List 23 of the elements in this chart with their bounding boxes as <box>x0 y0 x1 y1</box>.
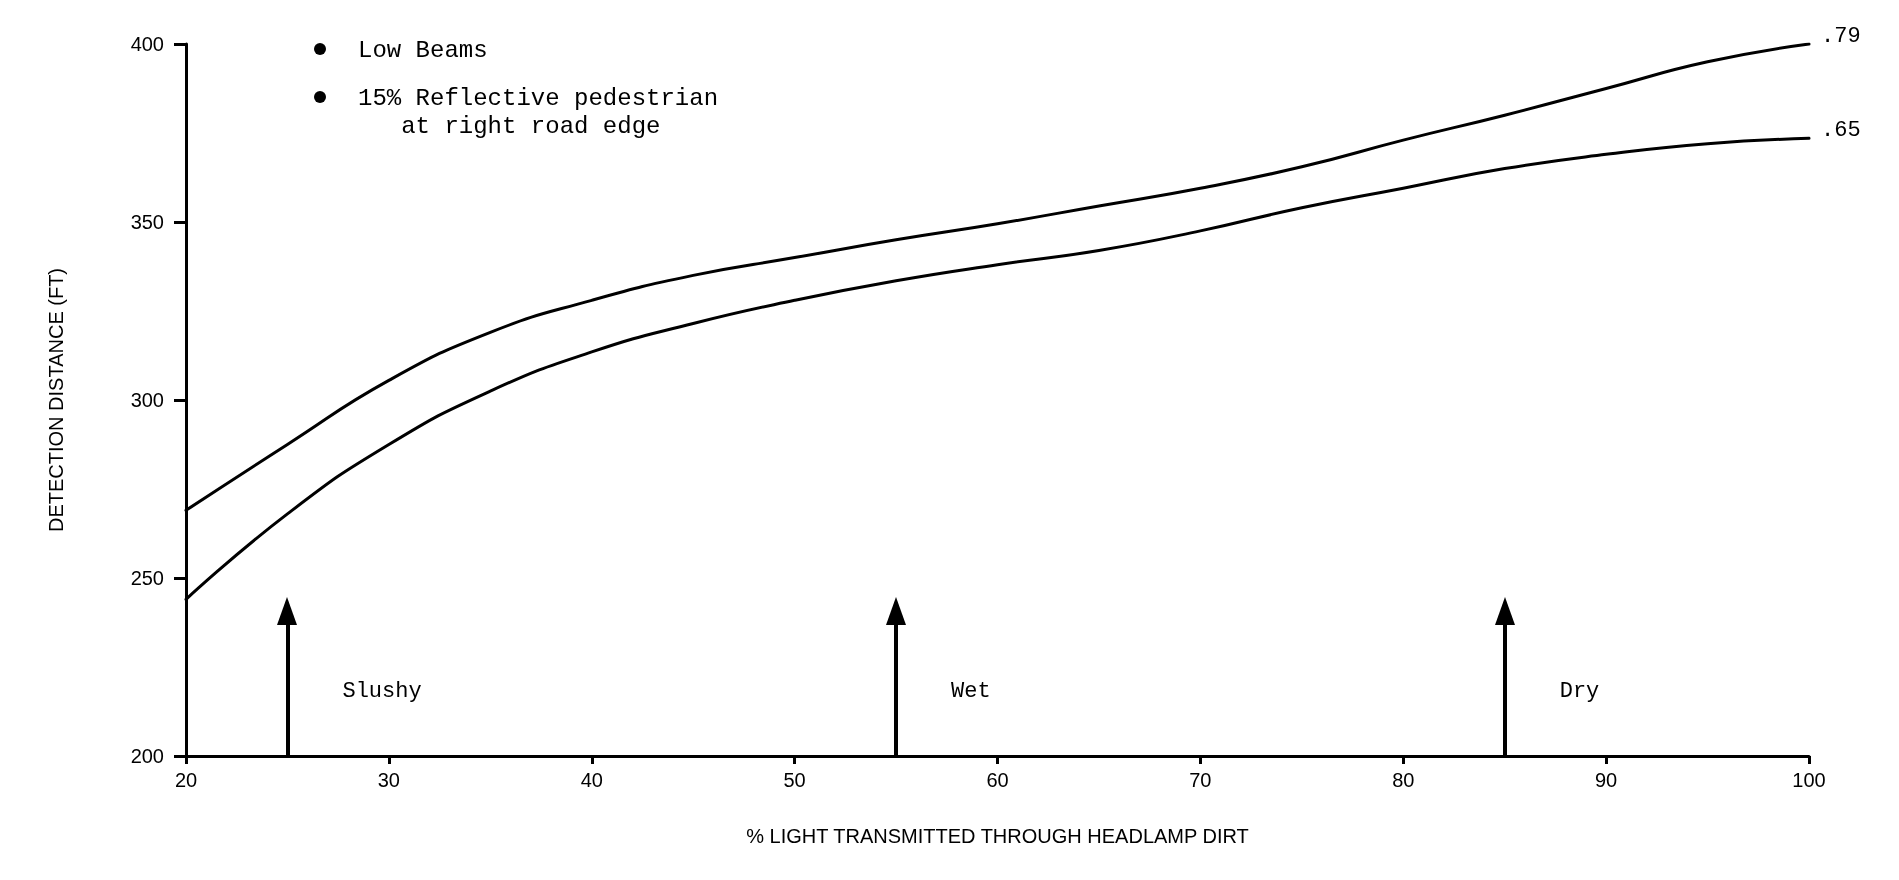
x-tick-label: 60 <box>986 769 1009 791</box>
series-label: .79 <box>1821 23 1861 49</box>
x-tick-label: 80 <box>1392 769 1415 791</box>
y-tick-label: 350 <box>130 211 164 233</box>
series-label: .65 <box>1821 117 1861 143</box>
y-tick-label: 400 <box>130 33 164 55</box>
x-tick-label: 70 <box>1189 769 1212 791</box>
y-axis-title: DETECTION DISTANCE (FT) <box>45 267 67 533</box>
ref-line-label: Slushy <box>342 679 422 705</box>
x-tick-label: 20 <box>174 769 198 791</box>
x-axis-title: % LIGHT TRANSMITTED THROUGH HEADLAMP DIRT <box>746 825 1249 847</box>
y-tick-label: 300 <box>130 389 164 411</box>
y-tick-label: 200 <box>130 745 164 767</box>
ref-line-label: Dry <box>1559 679 1600 705</box>
annotation: 15% Reflective pedestrian at right road edge <box>358 84 719 140</box>
x-tick-label: 90 <box>1595 769 1618 791</box>
x-tick-label: 100 <box>1792 769 1826 791</box>
x-tick-label: 50 <box>783 769 806 791</box>
x-tick-label: 30 <box>377 769 400 791</box>
y-tick-label: 250 <box>130 567 164 589</box>
annotation: Low Beams <box>358 36 488 64</box>
ref-line-label: Wet <box>951 679 991 705</box>
x-tick-label: 40 <box>580 769 603 791</box>
